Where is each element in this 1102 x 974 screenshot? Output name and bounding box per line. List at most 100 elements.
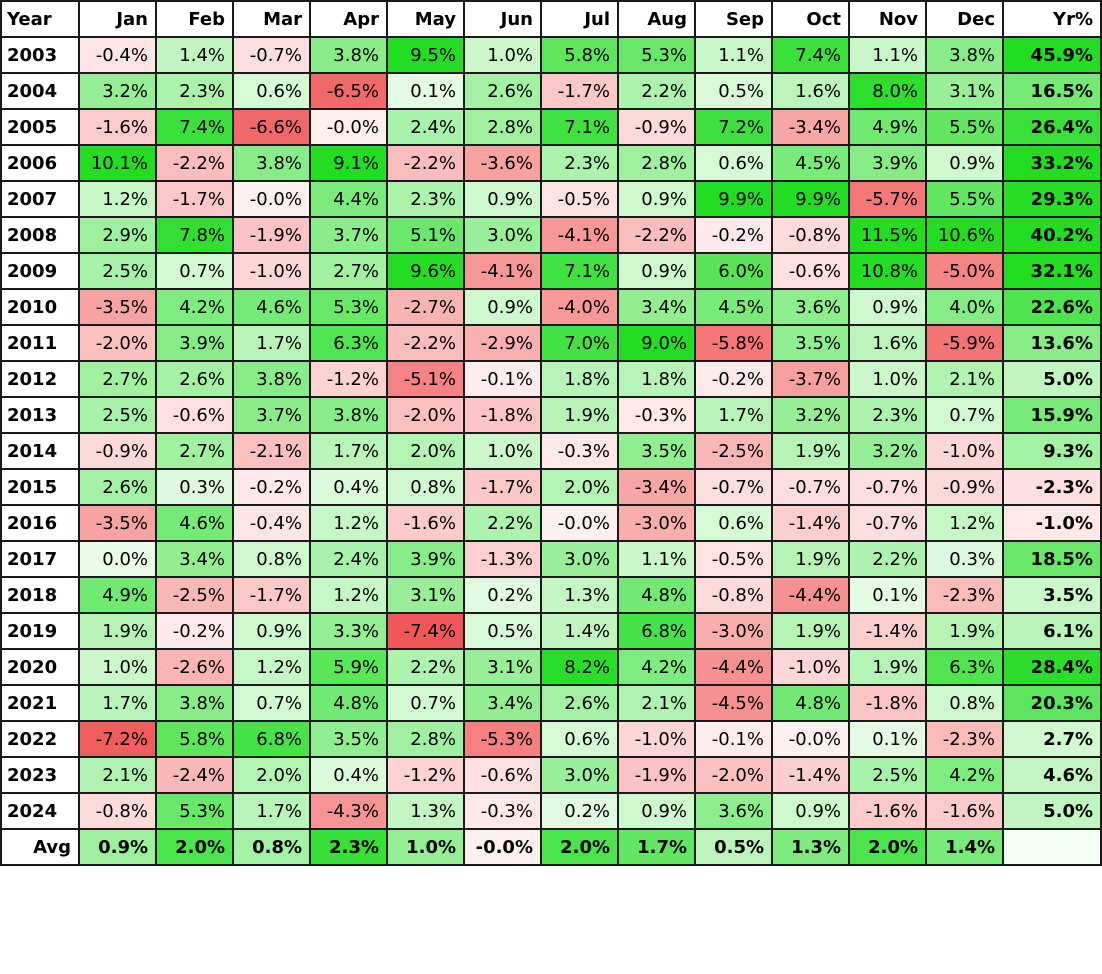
- month-return-cell: -2.2%: [386, 144, 465, 182]
- header-oct: Oct: [771, 0, 850, 38]
- header-apr: Apr: [309, 0, 388, 38]
- month-return-cell: 5.3%: [155, 792, 234, 830]
- yearly-return-cell: 26.4%: [1002, 108, 1102, 146]
- month-return-cell: -2.2%: [155, 144, 234, 182]
- yearly-return-cell: 28.4%: [1002, 648, 1102, 686]
- header-nov: Nov: [848, 0, 927, 38]
- table-row: 2020 1.0% -2.6% 1.2% 5.9% 2.2% 3.1% 8.2% 4.2% -4.…: [0, 648, 1102, 686]
- month-return-cell: 1.1%: [848, 36, 927, 74]
- month-return-cell: 10.6%: [925, 216, 1004, 254]
- average-label: Avg: [0, 828, 80, 866]
- month-return-cell: 4.6%: [232, 288, 311, 326]
- month-return-cell: -0.7%: [848, 468, 927, 506]
- month-return-cell: -1.4%: [771, 504, 850, 542]
- month-return-cell: 7.4%: [155, 108, 234, 146]
- month-return-cell: 1.1%: [617, 540, 696, 578]
- table-row: 2006 10.1% -2.2% 3.8% 9.1% -2.2% -3.6% 2.3% 2.8%…: [0, 144, 1102, 182]
- month-return-cell: 4.5%: [771, 144, 850, 182]
- header-jul: Jul: [540, 0, 619, 38]
- average-yearly-cell: [1002, 828, 1102, 866]
- month-return-cell: -1.3%: [463, 540, 542, 578]
- year-cell: 2021: [0, 684, 80, 722]
- month-return-cell: 0.7%: [386, 684, 465, 722]
- month-return-cell: -0.2%: [232, 468, 311, 506]
- yearly-return-cell: 32.1%: [1002, 252, 1102, 290]
- month-return-cell: 3.1%: [925, 72, 1004, 110]
- month-return-cell: 3.3%: [309, 612, 388, 650]
- month-return-cell: -0.2%: [694, 216, 773, 254]
- month-return-cell: 5.9%: [309, 648, 388, 686]
- month-return-cell: -1.6%: [848, 792, 927, 830]
- month-return-cell: -1.9%: [617, 756, 696, 794]
- month-return-cell: 9.1%: [309, 144, 388, 182]
- month-return-cell: 1.0%: [78, 648, 157, 686]
- month-return-cell: 2.3%: [848, 396, 927, 434]
- month-return-cell: 0.5%: [463, 612, 542, 650]
- month-return-cell: 5.3%: [309, 288, 388, 326]
- average-cell: 2.3%: [309, 828, 388, 866]
- month-return-cell: -2.7%: [386, 288, 465, 326]
- header-mar: Mar: [232, 0, 311, 38]
- average-cell: 0.9%: [78, 828, 157, 866]
- month-return-cell: 0.6%: [694, 144, 773, 182]
- month-return-cell: 3.6%: [771, 288, 850, 326]
- month-return-cell: -4.1%: [540, 216, 619, 254]
- month-return-cell: 4.2%: [155, 288, 234, 326]
- month-return-cell: 0.8%: [232, 540, 311, 578]
- month-return-cell: 0.9%: [617, 792, 696, 830]
- month-return-cell: -0.0%: [771, 720, 850, 758]
- month-return-cell: -1.6%: [78, 108, 157, 146]
- month-return-cell: 0.8%: [386, 468, 465, 506]
- month-return-cell: 0.9%: [925, 144, 1004, 182]
- month-return-cell: 4.5%: [694, 288, 773, 326]
- table-row: 2017 0.0% 3.4% 0.8% 2.4% 3.9% -1.3% 3.0% 1.1% -0.…: [0, 540, 1102, 578]
- year-cell: 2022: [0, 720, 80, 758]
- header-aug: Aug: [617, 0, 696, 38]
- month-return-cell: 6.0%: [694, 252, 773, 290]
- header-dec: Dec: [925, 0, 1004, 38]
- month-return-cell: 2.0%: [540, 468, 619, 506]
- month-return-cell: 9.9%: [771, 180, 850, 218]
- month-return-cell: -1.9%: [232, 216, 311, 254]
- table-row: 2015 2.6% 0.3% -0.2% 0.4% 0.8% -1.7% 2.0% -3.4% -…: [0, 468, 1102, 506]
- month-return-cell: 1.9%: [925, 612, 1004, 650]
- month-return-cell: 3.0%: [540, 756, 619, 794]
- table-row: 2014 -0.9% 2.7% -2.1% 1.7% 2.0% 1.0% -0.3% 3.5% -…: [0, 432, 1102, 470]
- month-return-cell: 1.0%: [463, 36, 542, 74]
- yearly-return-cell: 20.3%: [1002, 684, 1102, 722]
- month-return-cell: 0.9%: [848, 288, 927, 326]
- yearly-return-cell: 22.6%: [1002, 288, 1102, 326]
- month-return-cell: 3.2%: [78, 72, 157, 110]
- month-return-cell: 3.7%: [309, 216, 388, 254]
- month-return-cell: 0.8%: [925, 684, 1004, 722]
- month-return-cell: -6.6%: [232, 108, 311, 146]
- table-row: 2016 -3.5% 4.6% -0.4% 1.2% -1.6% 2.2% -0.0% -3.0…: [0, 504, 1102, 542]
- month-return-cell: -3.6%: [463, 144, 542, 182]
- month-return-cell: 1.3%: [540, 576, 619, 614]
- month-return-cell: -0.0%: [309, 108, 388, 146]
- yearly-return-cell: 4.6%: [1002, 756, 1102, 794]
- month-return-cell: 4.2%: [925, 756, 1004, 794]
- year-cell: 2010: [0, 288, 80, 326]
- month-return-cell: 3.6%: [694, 792, 773, 830]
- month-return-cell: 3.1%: [386, 576, 465, 614]
- yearly-return-cell: 3.5%: [1002, 576, 1102, 614]
- table-row: 2018 4.9% -2.5% -1.7% 1.2% 3.1% 0.2% 1.3% 4.8% -0…: [0, 576, 1102, 614]
- month-return-cell: 1.6%: [848, 324, 927, 362]
- month-return-cell: -0.9%: [617, 108, 696, 146]
- month-return-cell: 3.4%: [463, 684, 542, 722]
- month-return-cell: -5.1%: [386, 360, 465, 398]
- month-return-cell: -2.5%: [155, 576, 234, 614]
- table-header-row: Year Jan Feb Mar Apr May Jun Jul Aug Sep Oct Nov Dec…: [0, 0, 1102, 38]
- month-return-cell: -2.2%: [617, 216, 696, 254]
- month-return-cell: -5.9%: [925, 324, 1004, 362]
- month-return-cell: 7.2%: [694, 108, 773, 146]
- month-return-cell: -1.7%: [540, 72, 619, 110]
- average-cell: -0.0%: [463, 828, 542, 866]
- month-return-cell: 5.1%: [386, 216, 465, 254]
- month-return-cell: 1.9%: [540, 396, 619, 434]
- month-return-cell: -7.4%: [386, 612, 465, 650]
- month-return-cell: 2.5%: [78, 252, 157, 290]
- month-return-cell: -0.7%: [232, 36, 311, 74]
- header-may: May: [386, 0, 465, 38]
